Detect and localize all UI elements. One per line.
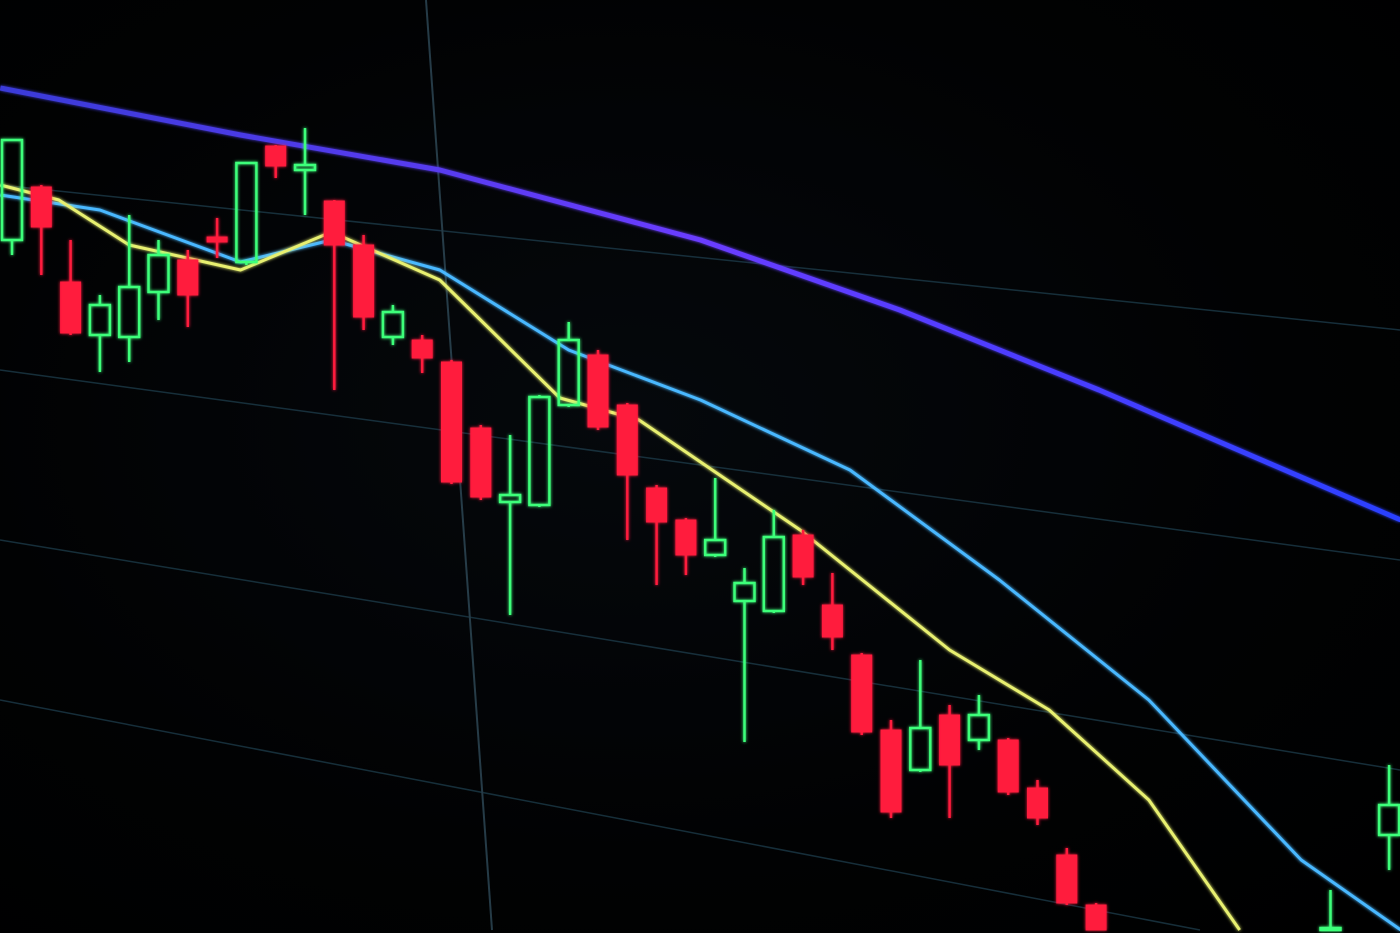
candle-down bbox=[30, 185, 52, 275]
candle-body bbox=[498, 493, 522, 504]
gridline bbox=[0, 699, 1201, 931]
candle-body bbox=[470, 427, 492, 498]
candle-body bbox=[646, 487, 668, 523]
candle-body bbox=[353, 244, 375, 318]
candle-body bbox=[675, 519, 697, 556]
candle-body bbox=[557, 338, 580, 407]
candle-down bbox=[323, 200, 345, 390]
candle-up bbox=[528, 395, 551, 507]
candle-body bbox=[1319, 926, 1342, 932]
candle-down bbox=[821, 573, 843, 650]
candle-body bbox=[60, 281, 82, 334]
candle-up bbox=[967, 695, 991, 750]
candle-up bbox=[381, 305, 405, 345]
candle-body bbox=[441, 361, 462, 483]
candle-down bbox=[177, 250, 199, 327]
candle-body bbox=[1056, 854, 1078, 904]
candle-down bbox=[470, 425, 492, 500]
series-line-ma_slow bbox=[0, 85, 1400, 523]
candle-body bbox=[323, 200, 345, 246]
candle-up bbox=[293, 128, 317, 215]
candle-body bbox=[616, 404, 638, 476]
candle-body bbox=[821, 604, 843, 638]
candle-up bbox=[498, 435, 522, 615]
candle-body bbox=[880, 729, 902, 813]
candle-body bbox=[177, 259, 199, 296]
candle-body bbox=[88, 303, 112, 337]
candle-body bbox=[733, 581, 756, 603]
candle-up bbox=[88, 295, 112, 372]
series-line-ma_mid bbox=[0, 193, 1400, 932]
candle-body bbox=[1377, 803, 1400, 837]
candle-body bbox=[265, 145, 287, 167]
candle-body bbox=[1027, 787, 1048, 819]
candle-down bbox=[60, 240, 82, 335]
candle-down bbox=[675, 518, 697, 575]
candle-body bbox=[147, 253, 170, 294]
gridline bbox=[0, 539, 1400, 771]
candle-up bbox=[762, 510, 786, 613]
candle-body bbox=[909, 726, 932, 772]
candle-down bbox=[587, 350, 609, 430]
candle-down bbox=[939, 705, 961, 818]
moving-averages bbox=[0, 85, 1400, 932]
candle-up bbox=[117, 215, 141, 362]
candle-body bbox=[411, 339, 433, 359]
candle-up bbox=[147, 240, 170, 320]
candle-up bbox=[1319, 890, 1342, 932]
candle-body bbox=[293, 163, 317, 172]
candle-up bbox=[733, 568, 756, 742]
candle-body bbox=[1085, 904, 1107, 931]
candle-down bbox=[997, 738, 1019, 795]
candle-down bbox=[353, 235, 375, 330]
candle-up bbox=[703, 478, 727, 557]
candle-up bbox=[235, 161, 258, 265]
candle-body bbox=[703, 538, 727, 557]
candle-down bbox=[792, 530, 814, 585]
candle-down bbox=[851, 653, 873, 735]
candle-body bbox=[587, 354, 609, 428]
candle-body bbox=[792, 534, 814, 578]
candle-body bbox=[235, 161, 258, 264]
gridline bbox=[0, 184, 1400, 331]
candle-down bbox=[1027, 780, 1048, 825]
candle-body bbox=[762, 535, 786, 613]
candle-body bbox=[0, 138, 24, 242]
candle-body bbox=[117, 285, 141, 339]
candle-down bbox=[411, 335, 433, 373]
candle-down bbox=[880, 720, 902, 818]
candle-down bbox=[206, 218, 228, 258]
candle-up bbox=[909, 660, 932, 772]
candle-down bbox=[265, 145, 287, 178]
candle-down bbox=[1085, 903, 1107, 931]
candle-body bbox=[381, 310, 405, 339]
candle-up bbox=[1377, 765, 1400, 870]
candle-body bbox=[206, 236, 228, 243]
candle-body bbox=[851, 654, 873, 733]
candle-down bbox=[616, 403, 638, 540]
candle-down bbox=[1056, 848, 1078, 905]
candle-down bbox=[646, 485, 668, 585]
candles bbox=[0, 128, 1400, 932]
gridline bbox=[0, 369, 1400, 561]
candle-body bbox=[528, 395, 551, 507]
candle-body bbox=[967, 713, 991, 742]
candle-body bbox=[997, 739, 1019, 793]
candle-down bbox=[441, 360, 462, 484]
candle-body bbox=[30, 186, 52, 228]
candle-up bbox=[0, 138, 24, 255]
candle-body bbox=[939, 714, 961, 766]
candle-up bbox=[557, 322, 580, 407]
